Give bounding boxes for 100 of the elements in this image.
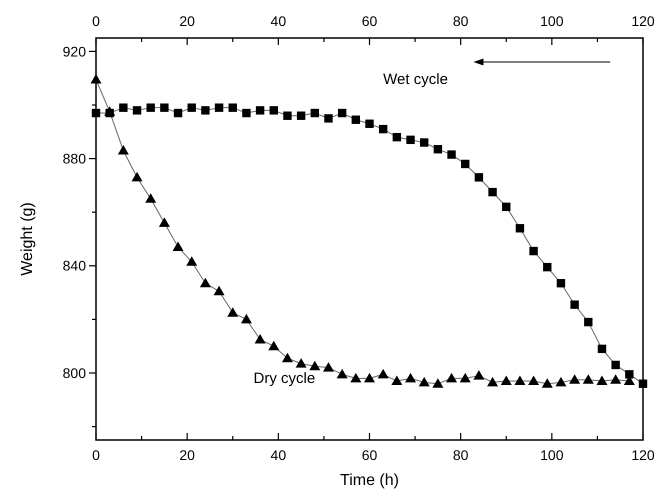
point: [365, 120, 374, 128]
point: [500, 376, 512, 386]
point: [132, 172, 143, 182]
point: [186, 256, 198, 266]
point: [268, 340, 280, 350]
point: [282, 352, 293, 362]
point: [610, 374, 622, 384]
point: [214, 286, 225, 296]
point: [611, 360, 620, 370]
point: [543, 262, 552, 272]
y-tick-label: 880: [62, 150, 86, 166]
point: [240, 314, 252, 324]
point: [200, 278, 211, 288]
point: [529, 246, 538, 256]
point: [391, 376, 402, 386]
point: [638, 380, 648, 388]
point: [309, 360, 320, 370]
point: [516, 224, 524, 232]
point: [172, 242, 184, 252]
point: [434, 145, 442, 154]
y-tick-label: 800: [62, 364, 86, 381]
y-tick-label: 840: [62, 258, 86, 274]
x-tick-label: 100: [540, 447, 564, 463]
point: [201, 106, 210, 115]
point: [296, 358, 307, 368]
x-tick-label: 60: [362, 447, 378, 463]
point: [90, 74, 102, 84]
point: [256, 106, 264, 115]
point: [296, 112, 306, 120]
point: [145, 193, 156, 203]
x2-tick-label: 100: [540, 13, 564, 29]
y-tick-label: 920: [62, 43, 86, 60]
x2-tick-label: 40: [270, 13, 286, 29]
point: [582, 374, 594, 384]
point: [174, 108, 182, 118]
x2-tick-label: 60: [362, 13, 378, 29]
x2-tick-label: 0: [92, 13, 100, 29]
point: [118, 145, 129, 155]
x-tick-label: 0: [92, 447, 100, 463]
series-label: Dry cycle: [254, 370, 316, 387]
x-tick-label: 80: [452, 447, 469, 463]
point: [350, 372, 362, 382]
point: [596, 376, 608, 386]
point: [418, 376, 430, 386]
point: [420, 138, 428, 147]
point: [474, 173, 484, 182]
point: [254, 334, 266, 344]
point: [461, 160, 470, 168]
point: [598, 344, 606, 354]
point: [132, 106, 142, 115]
point: [570, 300, 579, 309]
x2-tick-label: 20: [179, 13, 196, 29]
point: [542, 378, 553, 388]
point: [432, 378, 444, 388]
point: [460, 372, 471, 382]
point: [514, 376, 526, 386]
text: Wet cycle: [383, 71, 448, 88]
point: [283, 112, 292, 120]
point: [364, 372, 375, 382]
point: [378, 368, 389, 378]
point: [502, 202, 510, 212]
point: [104, 106, 116, 116]
point: [446, 372, 458, 382]
x2-tick-label: 80: [452, 13, 469, 29]
point: [625, 370, 634, 379]
point: [336, 368, 348, 378]
point: [405, 372, 416, 382]
point: [473, 370, 484, 380]
point: [214, 103, 224, 112]
point: [146, 103, 155, 112]
point: [487, 376, 498, 386]
point: [119, 103, 128, 112]
point: [555, 376, 566, 386]
x2-tick-label: 120: [631, 13, 655, 29]
point: [406, 136, 415, 144]
point: [584, 318, 592, 326]
point: [378, 124, 388, 134]
point: [556, 279, 566, 288]
x-tick-label: 40: [270, 447, 286, 463]
point: [92, 108, 100, 118]
point: [227, 307, 238, 317]
x-tick-label: 20: [179, 447, 196, 463]
point: [270, 106, 278, 115]
x-tick-label: 120: [631, 447, 655, 463]
point: [338, 108, 346, 118]
point: [324, 114, 333, 123]
point: [228, 103, 237, 112]
x-axis-title: Time (h): [340, 472, 399, 489]
y-axis-title: Weight (g): [19, 202, 36, 276]
point: [488, 188, 497, 196]
point: [352, 116, 360, 124]
point: [310, 108, 319, 118]
point: [447, 150, 456, 159]
point: [392, 132, 402, 142]
point: [158, 217, 170, 227]
point: [188, 103, 196, 112]
point: [160, 103, 169, 112]
point: [569, 374, 580, 384]
point: [322, 362, 334, 372]
point: [242, 108, 251, 118]
